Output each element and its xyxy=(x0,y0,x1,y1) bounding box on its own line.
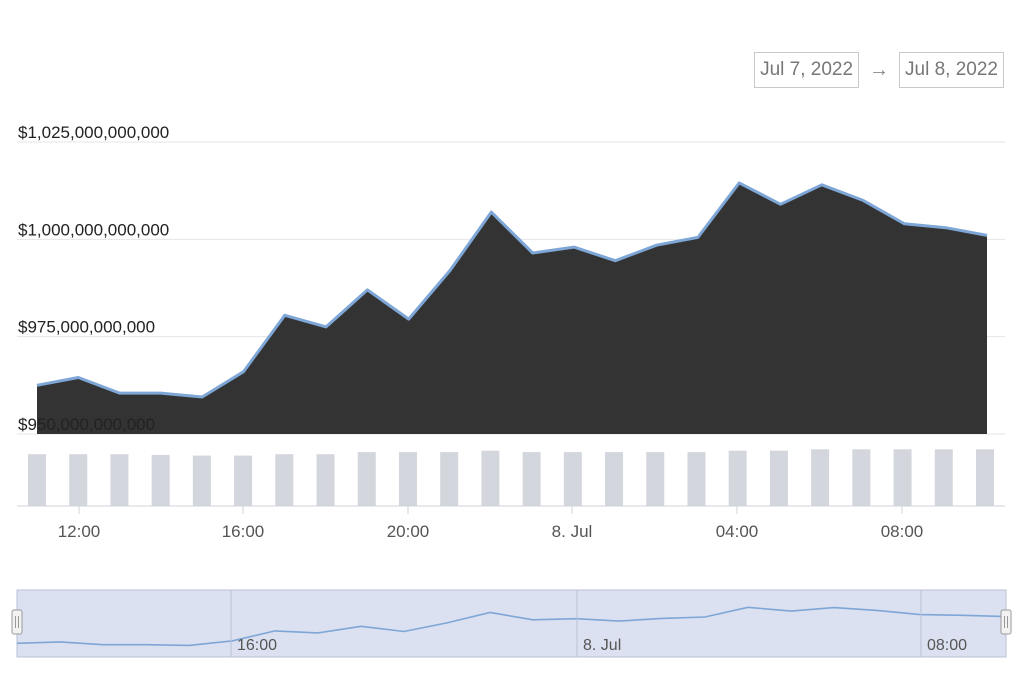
navigator-series-line xyxy=(16,606,1007,647)
volume-bar xyxy=(934,449,953,506)
volume-bar xyxy=(605,452,624,506)
x-axis: 12:00 16:00 20:00 8. Jul 04:00 08:00 xyxy=(17,505,1005,541)
x-tick-label: 16:00 xyxy=(222,522,265,541)
volume-bar xyxy=(440,452,459,506)
volume-bar xyxy=(275,454,294,506)
plot-area xyxy=(36,181,988,434)
y-axis-labels: $950,000,000,000 $975,000,000,000 $1,000,0… xyxy=(18,123,169,434)
volume-bar xyxy=(481,450,500,506)
date-range-selector: Jul 7, 2022 → Jul 8, 2022 xyxy=(754,52,1004,88)
x-tick-label: 12:00 xyxy=(58,522,101,541)
volume-bar xyxy=(976,449,994,506)
navigator-window xyxy=(16,589,1007,658)
volume-bar xyxy=(151,454,170,506)
volume-bar xyxy=(357,452,376,506)
volume-bar xyxy=(28,454,46,506)
navigator-tick-label: 16:00 xyxy=(237,637,277,654)
volume-bar xyxy=(769,450,788,506)
area-fill xyxy=(37,182,987,434)
volume-bar xyxy=(234,455,253,506)
handle-grip xyxy=(1000,609,1012,635)
y-tick-label: $1,000,000,000,000 xyxy=(18,220,169,239)
navigator-left-handle[interactable] xyxy=(11,609,23,635)
volume-bar xyxy=(316,454,335,506)
navigator-tick-label: 8. Jul xyxy=(583,637,621,654)
volume-bar xyxy=(728,450,747,506)
x-tick-label: 20:00 xyxy=(387,522,430,541)
volume-bar xyxy=(69,454,88,506)
volume-bar xyxy=(563,452,582,506)
volume-bar xyxy=(192,455,211,506)
y-tick-label: $950,000,000,000 xyxy=(18,415,155,434)
volume-bar xyxy=(522,452,541,506)
y-tick-label: $1,025,000,000,000 xyxy=(18,123,169,142)
navigator[interactable]: 16:00 8. Jul 08:00 xyxy=(11,589,1012,658)
handle-grip xyxy=(11,609,23,635)
volume-bar xyxy=(110,454,129,506)
y-tick-label: $975,000,000,000 xyxy=(18,318,155,337)
navigator-tick-label: 08:00 xyxy=(927,637,967,654)
series-line xyxy=(36,181,988,399)
volume-bar xyxy=(811,449,830,506)
x-tick-label: 08:00 xyxy=(881,522,924,541)
navigator-right-handle[interactable] xyxy=(1000,609,1012,635)
x-tick-label: 04:00 xyxy=(716,522,759,541)
volume-bar xyxy=(687,452,706,506)
volume-bar xyxy=(893,449,912,506)
volume-bars xyxy=(28,449,994,506)
date-to-input[interactable]: Jul 8, 2022 xyxy=(899,52,1004,88)
volume-bar xyxy=(646,452,665,506)
volume-bar xyxy=(398,452,417,506)
date-from-input[interactable]: Jul 7, 2022 xyxy=(754,52,860,88)
range-arrow: → xyxy=(869,58,890,81)
x-tick-label: 8. Jul xyxy=(552,522,593,541)
volume-bar xyxy=(852,449,871,506)
